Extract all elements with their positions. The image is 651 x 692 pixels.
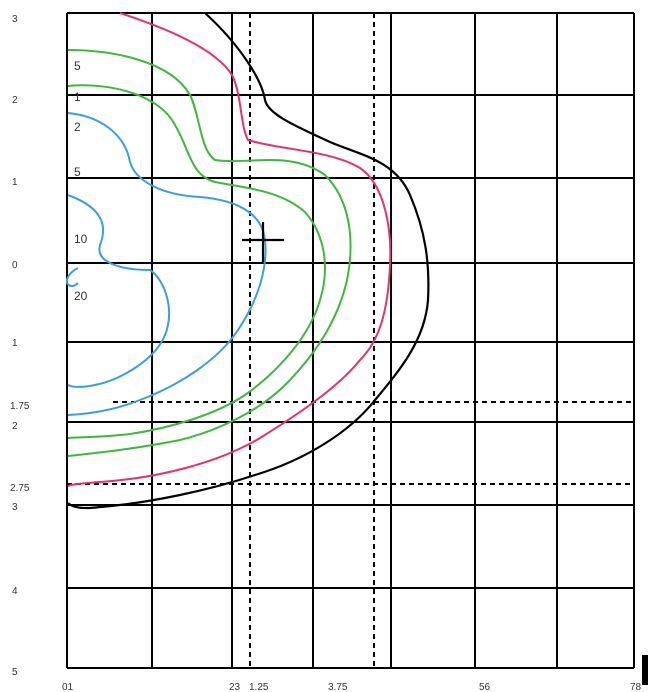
contour-line (67, 12, 430, 510)
contour-label: 20 (74, 289, 88, 303)
contour-label: 10 (74, 232, 88, 246)
contour-label: 5 (74, 59, 81, 73)
contour-labels: 5 1 2 5 10 20 (74, 59, 88, 303)
contour-line (67, 12, 392, 487)
x-tick-label: 1.25 (249, 682, 269, 692)
y-tick-label: 1.75 (10, 401, 30, 412)
contour-line (67, 84, 326, 439)
contour-label: 2 (74, 120, 81, 134)
y-tick-label: 3 (12, 14, 18, 25)
y-tick-label: 3 (12, 502, 18, 513)
x-tick-label: 3.75 (328, 682, 348, 692)
y-tick-label: 0 (12, 260, 18, 271)
plus-marker (242, 222, 284, 262)
x-axis-tick-labels: 01 23 1.25 3.75 56 78 (62, 682, 642, 692)
y-tick-label: 1 (12, 338, 18, 349)
y-tick-label: 4 (12, 586, 18, 597)
x-tick-label: 56 (479, 682, 491, 692)
x-tick-label: 01 (62, 682, 74, 692)
y-tick-label: 2 (12, 95, 18, 106)
y-tick-label: 5 (12, 667, 18, 678)
contour-label: 5 (74, 165, 81, 179)
contour-label: 1 (74, 90, 81, 104)
y-tick-label: 2.75 (10, 483, 30, 494)
contour-line (67, 49, 352, 457)
x-tick-label: 78 (630, 682, 642, 692)
contour-line (67, 194, 170, 388)
y-tick-label: 1 (12, 177, 18, 188)
y-tick-label: 2 (12, 421, 18, 432)
y-axis-tick-labels: 3 2 1 0 1 1.75 2 2.75 3 4 5 (10, 14, 30, 678)
contour-line (65, 267, 79, 287)
x-tick-label: 23 (229, 682, 241, 692)
grid (66, 12, 635, 669)
scale-bar-icon (642, 655, 648, 685)
